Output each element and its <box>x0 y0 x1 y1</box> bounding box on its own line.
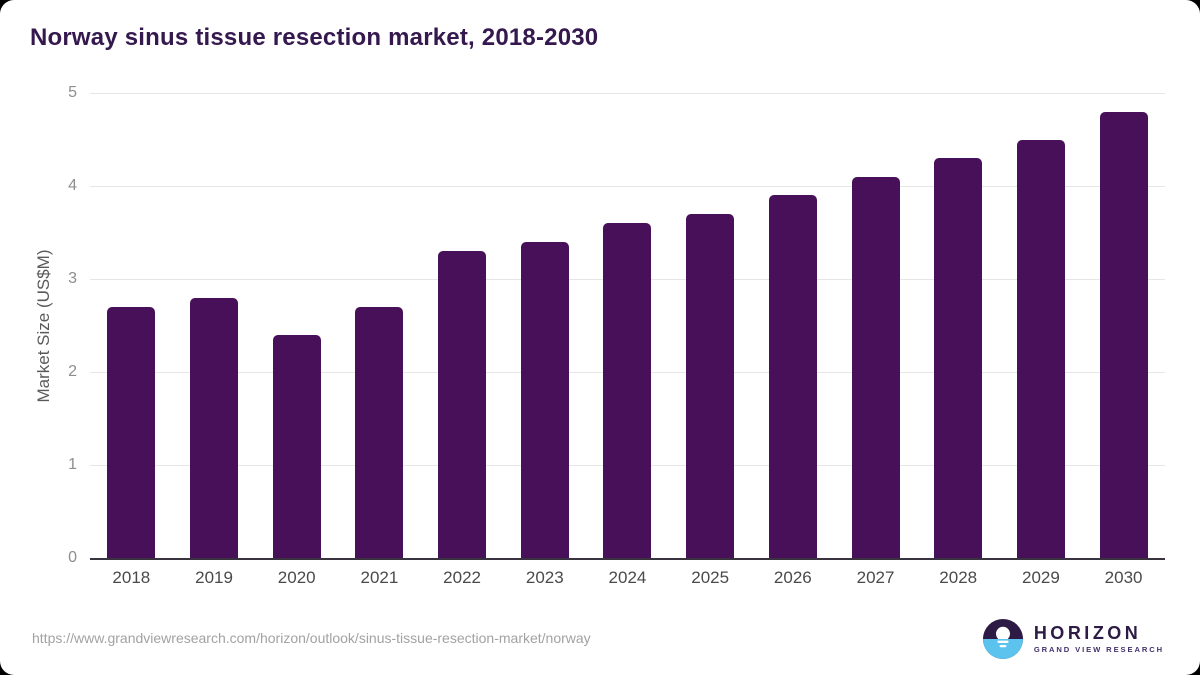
chart-title: Norway sinus tissue resection market, 20… <box>30 24 599 51</box>
x-tick-label-2023: 2023 <box>525 568 564 587</box>
bar-slot-2018 <box>90 93 173 558</box>
brand-logo-text: HORIZON GRAND VIEW RESEARCH <box>1033 622 1164 655</box>
x-axis-labels: 2018 2019 2020 2021 2022 2023 2024 2025 2026 2027… <box>90 568 1165 588</box>
y-tick-label-0: 0 <box>68 549 77 566</box>
bar-slot-2020 <box>255 93 338 558</box>
gridline-y-5 <box>90 93 1165 94</box>
bar-slot-2019 <box>173 93 256 558</box>
bar-slot-2028 <box>917 93 1000 558</box>
y-tick-label-4: 4 <box>68 177 77 194</box>
bar-2024 <box>603 223 652 558</box>
bar-2021 <box>355 306 404 558</box>
y-axis-title: Market Size (US$M) <box>34 249 53 403</box>
y-tick-label-3: 3 <box>68 270 77 287</box>
bar-slot-2022 <box>421 93 504 558</box>
y-tick-label-2: 2 <box>68 363 77 380</box>
horizon-sun-circle-icon <box>982 619 1023 659</box>
bar-2026 <box>768 195 817 558</box>
bar-2029 <box>1016 139 1065 558</box>
x-tick-label-2022: 2022 <box>443 568 481 587</box>
bars-layer <box>90 93 1165 558</box>
bar-2018 <box>107 306 156 558</box>
bar-2022 <box>438 251 487 558</box>
bar-slot-2024 <box>586 93 669 558</box>
y-tick-label-1: 1 <box>68 456 77 473</box>
bar-slot-2025 <box>669 93 752 558</box>
bar-slot-2021 <box>338 93 421 558</box>
x-tick-label-2028: 2028 <box>939 568 978 587</box>
bar-2019 <box>190 297 239 558</box>
bar-slot-2030 <box>1082 93 1165 558</box>
x-tick-label-2020: 2020 <box>277 568 316 587</box>
x-tick-label-2019: 2019 <box>195 568 233 587</box>
x-tick-label-2021: 2021 <box>360 568 399 587</box>
source-url: https://www.grandviewresearch.com/horizo… <box>32 630 591 646</box>
bar-slot-2026 <box>752 93 835 558</box>
bar-2025 <box>686 213 735 558</box>
x-tick-label-2024: 2024 <box>608 568 647 587</box>
bar-2023 <box>520 241 569 558</box>
x-tick-label-2027: 2027 <box>856 568 895 587</box>
plot-area: 0 1 2 3 4 5 <box>68 84 1165 566</box>
y-tick-label-5: 5 <box>68 84 77 101</box>
brand-name: HORIZON <box>1033 622 1142 643</box>
x-tick-label-2026: 2026 <box>773 568 812 587</box>
x-tick-label-2018: 2018 <box>112 568 151 587</box>
bar-slot-2027 <box>834 93 917 558</box>
brand-logo: HORIZON GRAND VIEW RESEARCH <box>982 619 1164 659</box>
x-tick-label-2025: 2025 <box>691 568 730 587</box>
brand-subtitle: GRAND VIEW RESEARCH <box>1033 645 1164 655</box>
x-tick-label-2030: 2030 <box>1104 568 1143 587</box>
bar-2030 <box>1099 111 1148 558</box>
bar-2020 <box>272 334 321 558</box>
bar-slot-2023 <box>503 93 586 558</box>
gridline-y-4 <box>90 186 1165 187</box>
bar-slot-2029 <box>1000 93 1083 558</box>
bar-2028 <box>934 158 983 558</box>
x-tick-label-2029: 2029 <box>1021 568 1060 587</box>
bar-2027 <box>851 176 900 558</box>
